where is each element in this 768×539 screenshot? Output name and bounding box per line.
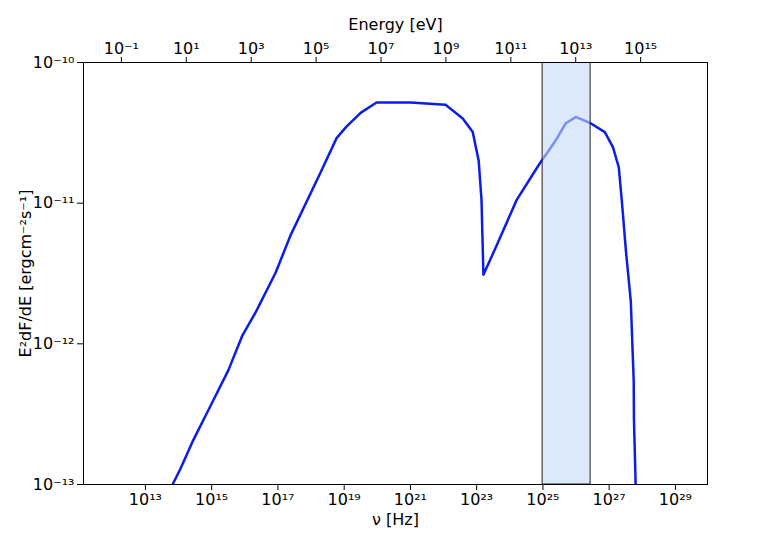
- svg-text:10⁻¹: 10⁻¹: [104, 39, 139, 58]
- svg-text:Energy [eV]: Energy [eV]: [348, 15, 442, 34]
- svg-text:10²³: 10²³: [460, 490, 493, 509]
- svg-text:10⁻¹³: 10⁻¹³: [33, 475, 75, 494]
- svg-text:10¹³: 10¹³: [559, 39, 592, 58]
- svg-text:10⁷: 10⁷: [368, 39, 395, 58]
- svg-text:10⁵: 10⁵: [303, 39, 330, 58]
- svg-text:10¹⁷: 10¹⁷: [261, 490, 294, 509]
- svg-text:10¹⁵: 10¹⁵: [624, 39, 657, 58]
- svg-text:10¹³: 10¹³: [129, 490, 162, 509]
- svg-text:E²dF/dE [ergcm⁻²s⁻¹]: E²dF/dE [ergcm⁻²s⁻¹]: [16, 190, 35, 358]
- svg-text:10²¹: 10²¹: [394, 490, 427, 509]
- svg-text:10⁻¹²: 10⁻¹²: [33, 334, 75, 353]
- svg-text:10¹: 10¹: [173, 39, 200, 58]
- svg-text:10²⁹: 10²⁹: [659, 490, 692, 509]
- svg-text:10⁹: 10⁹: [433, 39, 460, 58]
- svg-text:10¹⁹: 10¹⁹: [328, 490, 361, 509]
- svg-text:10³: 10³: [238, 39, 265, 58]
- svg-text:10²⁷: 10²⁷: [593, 490, 626, 509]
- svg-text:10¹¹: 10¹¹: [494, 39, 527, 58]
- svg-text:10⁻¹⁰: 10⁻¹⁰: [33, 53, 75, 72]
- svg-text:10⁻¹¹: 10⁻¹¹: [33, 193, 75, 212]
- svg-text:ν [Hz]: ν [Hz]: [372, 510, 419, 529]
- svg-text:10¹⁵: 10¹⁵: [195, 490, 228, 509]
- svg-text:10²⁵: 10²⁵: [526, 490, 559, 509]
